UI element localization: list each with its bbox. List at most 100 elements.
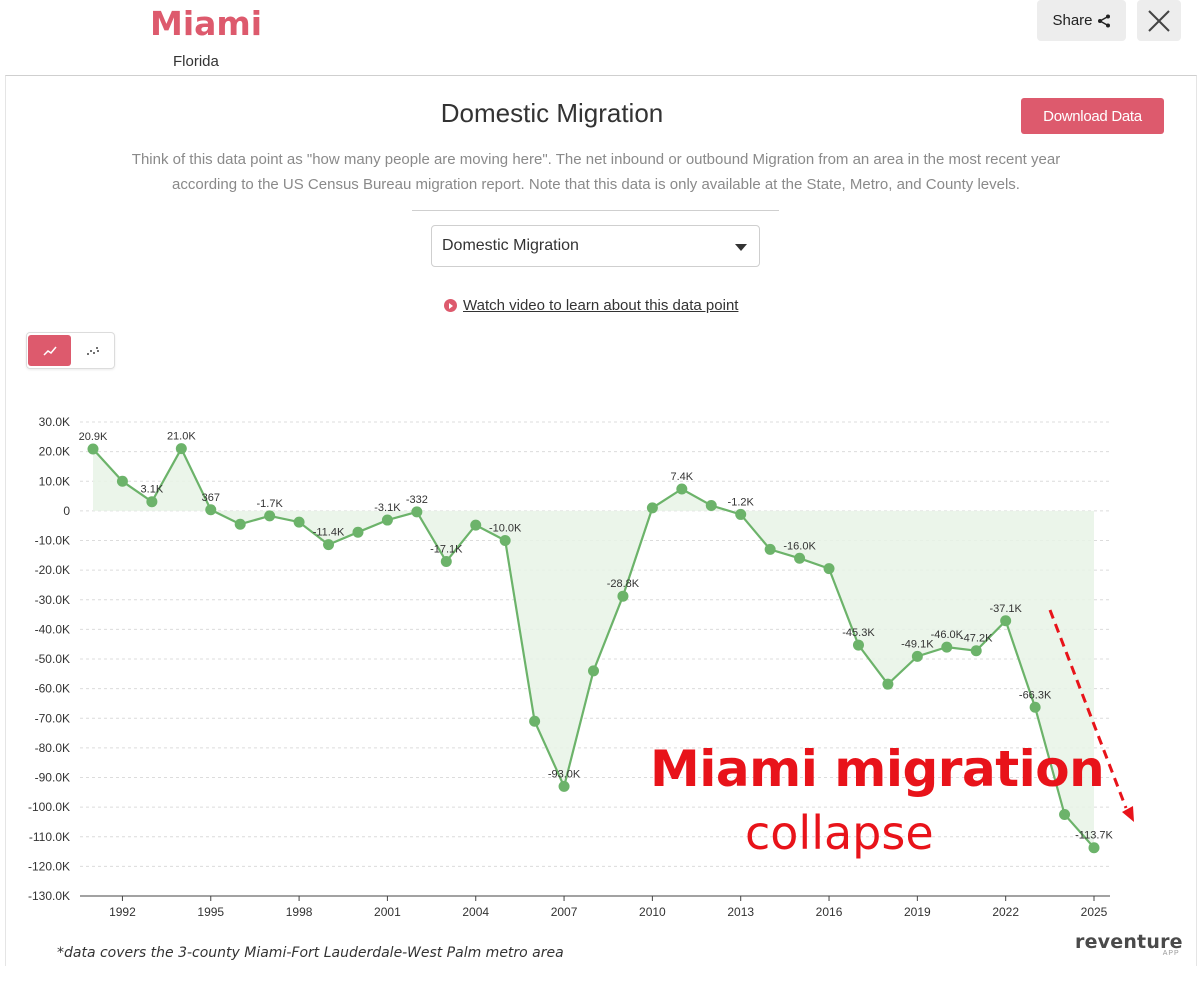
y-tick-label: 10.0K bbox=[39, 474, 70, 488]
data-label: -1.2K bbox=[728, 496, 755, 508]
data-point bbox=[941, 641, 953, 653]
data-point bbox=[882, 678, 894, 690]
data-point bbox=[852, 639, 864, 651]
x-tick-label: 2022 bbox=[992, 905, 1019, 919]
data-point bbox=[764, 543, 776, 555]
caret-down-icon bbox=[735, 244, 747, 251]
share-icon bbox=[1097, 14, 1110, 27]
x-tick-label: 2004 bbox=[462, 905, 489, 919]
y-tick-label: -90.0K bbox=[35, 771, 70, 785]
migration-chart: 30.0K 20.0K 10.0K 0 -10.0K -20.0K -30.0K -40.0K… bbox=[28, 415, 1134, 919]
data-point bbox=[1029, 701, 1041, 713]
line-chart-icon bbox=[42, 346, 57, 356]
data-label: -46.0K bbox=[931, 629, 964, 641]
state-subtitle: Florida bbox=[173, 53, 219, 70]
data-point bbox=[293, 516, 305, 528]
data-labels: 20.9K 3.1K 21.0K 367 -1.7K -11.4K -3.1K -332 -17… bbox=[79, 431, 1114, 842]
data-label: 20.9K bbox=[79, 431, 108, 443]
data-point bbox=[558, 780, 570, 792]
data-label: -17.1K bbox=[430, 544, 463, 556]
y-tick-label: -50.0K bbox=[35, 652, 70, 666]
data-label: -3.1K bbox=[374, 502, 401, 514]
panel-title: Domestic Migration bbox=[440, 98, 664, 128]
scatter-chart-toggle[interactable] bbox=[73, 335, 113, 366]
reventure-logo: reventure APP bbox=[1075, 931, 1183, 957]
y-tick-label: -120.0K bbox=[28, 859, 70, 873]
data-label: -10.0K bbox=[489, 523, 522, 535]
chart-type-toggle bbox=[26, 332, 115, 369]
x-tick-label: 2010 bbox=[639, 905, 666, 919]
y-tick-label: -60.0K bbox=[35, 682, 70, 696]
data-point bbox=[323, 539, 335, 551]
y-tick-label: -70.0K bbox=[35, 711, 70, 725]
data-point bbox=[529, 715, 541, 727]
x-axis-ticks: 1992 1995 1998 2001 2004 2007 2010 2013 2016 2019… bbox=[109, 896, 1108, 919]
x-tick-label: 2001 bbox=[374, 905, 401, 919]
y-axis-ticks: 30.0K 20.0K 10.0K 0 -10.0K -20.0K -30.0K -40.0K… bbox=[28, 415, 70, 903]
x-tick-label: 1992 bbox=[109, 905, 136, 919]
data-label: -37.1K bbox=[989, 603, 1022, 615]
data-label: -11.4K bbox=[313, 527, 345, 539]
share-button[interactable]: Share bbox=[1037, 0, 1126, 41]
x-tick-label: 2019 bbox=[904, 905, 931, 919]
data-point bbox=[411, 506, 423, 518]
watch-video-label: Watch video to learn about this data poi… bbox=[463, 297, 739, 314]
data-point bbox=[470, 519, 482, 531]
data-point bbox=[646, 502, 658, 514]
y-tick-label: -30.0K bbox=[35, 593, 70, 607]
data-label: -332 bbox=[406, 494, 428, 506]
data-label: -66.3K bbox=[1019, 689, 1052, 701]
data-label: -49.1K bbox=[901, 638, 934, 650]
divider bbox=[412, 210, 779, 211]
annotation-subline: collapse bbox=[745, 806, 934, 860]
data-point bbox=[499, 535, 511, 546]
metric-select[interactable]: Domestic Migration bbox=[431, 225, 760, 267]
y-tick-label: -100.0K bbox=[28, 800, 70, 814]
download-data-button[interactable]: Download Data bbox=[1021, 98, 1164, 134]
data-label: 21.0K bbox=[167, 431, 196, 443]
close-button[interactable] bbox=[1137, 0, 1181, 41]
y-tick-label: -10.0K bbox=[35, 534, 70, 548]
x-tick-label: 2016 bbox=[816, 905, 843, 919]
description-line-2: according to the US Census Bureau migrat… bbox=[172, 176, 1020, 193]
data-label: -113.7K bbox=[1075, 830, 1113, 842]
logo-main: reventure bbox=[1075, 931, 1183, 953]
data-label: 367 bbox=[202, 492, 220, 504]
data-point bbox=[116, 475, 128, 487]
data-point bbox=[588, 665, 599, 677]
data-label: -93.0K bbox=[548, 768, 581, 780]
data-point bbox=[264, 510, 276, 522]
trend-arrow-line bbox=[1048, 609, 1128, 809]
x-tick-label: 1998 bbox=[286, 905, 313, 919]
description-line-1: Think of this data point as "how many pe… bbox=[131, 151, 1061, 168]
data-point bbox=[1059, 809, 1071, 821]
data-point bbox=[352, 526, 364, 538]
description: Think of this data point as "how many pe… bbox=[100, 147, 1092, 197]
line-chart-toggle[interactable] bbox=[28, 335, 71, 366]
y-tick-label: 20.0K bbox=[39, 445, 70, 459]
share-label: Share bbox=[1052, 12, 1093, 29]
data-point bbox=[735, 508, 747, 520]
y-tick-label: -130.0K bbox=[28, 889, 70, 903]
data-point bbox=[1000, 615, 1012, 627]
city-title: Miami bbox=[150, 4, 263, 43]
data-point bbox=[705, 500, 717, 512]
y-tick-label: 0 bbox=[63, 504, 70, 518]
data-point bbox=[794, 552, 806, 564]
data-point bbox=[823, 563, 835, 575]
data-point bbox=[234, 518, 246, 530]
trend-arrow-head bbox=[1122, 806, 1134, 822]
data-point bbox=[440, 556, 452, 568]
data-label: 3.1K bbox=[141, 484, 164, 496]
data-label: -45.3K bbox=[842, 627, 875, 639]
data-point bbox=[617, 590, 629, 602]
x-tick-label: 2025 bbox=[1081, 905, 1108, 919]
x-tick-label: 2013 bbox=[727, 905, 754, 919]
data-point bbox=[381, 514, 393, 526]
watch-video-link[interactable]: Watch video to learn about this data poi… bbox=[444, 297, 738, 314]
trend-arrow bbox=[1048, 609, 1134, 822]
data-point bbox=[205, 504, 217, 516]
y-tick-label: -80.0K bbox=[35, 741, 70, 755]
data-point bbox=[87, 443, 99, 455]
data-label: 7.4K bbox=[671, 471, 694, 483]
